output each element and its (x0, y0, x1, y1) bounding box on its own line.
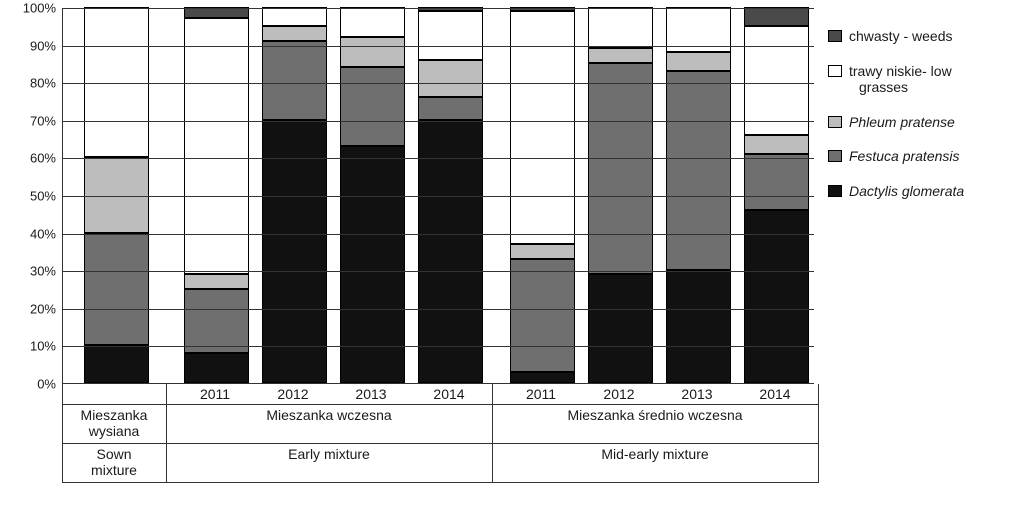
y-tick-label: 50% (30, 189, 56, 204)
legend-swatch (828, 185, 842, 197)
x-tick-year: 2013 (338, 386, 404, 402)
bar-segment-lowgrass (588, 7, 653, 48)
legend-label: chwasty - weeds (849, 28, 952, 45)
bar-segment-festuca (84, 233, 149, 346)
group-label: Mieszankawysiana (62, 407, 166, 439)
legend: chwasty - weeds trawy niskie- lowgrasses P… (814, 8, 1014, 384)
bar-segment-festuca (744, 154, 809, 210)
bar-segment-dactylis (84, 345, 149, 383)
legend-swatch (828, 30, 842, 42)
x-tick-year: 2012 (586, 386, 652, 402)
x-tick-year: 2011 (182, 386, 248, 402)
plot-area (62, 8, 814, 384)
y-tick-label: 40% (30, 226, 56, 241)
bar-segment-lowgrass (184, 18, 249, 274)
group-divider (166, 384, 167, 483)
bar-segment-festuca (184, 289, 249, 353)
bar-segment-festuca (340, 67, 405, 146)
legend-item-festuca: Festuca pratensis (828, 148, 1014, 165)
group-label: Mieszanka wczesna (166, 407, 492, 423)
x-axis-groups-en: SownmixtureEarly mixtureMid-early mixtur… (62, 444, 818, 482)
bar-segment-festuca (418, 97, 483, 120)
gridline (63, 121, 814, 122)
bar-segment-festuca (588, 63, 653, 274)
bar-segment-phleum (418, 60, 483, 98)
legend-item-phleum: Phleum pratense (828, 114, 1014, 131)
bar-segment-lowgrass (744, 26, 809, 135)
group-divider-line (62, 482, 818, 483)
bar-segment-phleum (666, 52, 731, 71)
gridline (63, 346, 814, 347)
legend-label: Dactylis glomerata (849, 183, 964, 200)
x-tick-year: 2014 (416, 386, 482, 402)
x-axis-groups-pl: MieszankawysianaMieszanka wczesnaMieszan… (62, 405, 818, 443)
gridline (63, 196, 814, 197)
y-tick-label: 0% (37, 377, 56, 392)
group-label: Early mixture (166, 446, 492, 462)
gridline (63, 46, 814, 47)
x-axis-years: 2011 2012 2013 2014 2011 2012 2013 2014 (62, 384, 818, 404)
legend-swatch (828, 150, 842, 162)
group-divider (492, 384, 493, 483)
bar-segment-lowgrass (418, 11, 483, 60)
y-tick-label: 60% (30, 151, 56, 166)
group-divider (818, 384, 819, 483)
bar-segment-phleum (510, 244, 575, 259)
legend-label: Festuca pratensis (849, 148, 960, 165)
y-tick-label: 20% (30, 301, 56, 316)
legend-swatch (828, 65, 842, 77)
bar-segment-phleum (744, 135, 809, 154)
gridline (63, 234, 814, 235)
x-axis: 2011 2012 2013 2014 2011 2012 2013 2014 Mieszan… (62, 384, 818, 483)
bar-segment-dactylis (510, 372, 575, 383)
y-axis: 0%10%20%30%40%50%60%70%80%90%100% (10, 8, 62, 384)
y-tick-label: 30% (30, 264, 56, 279)
stacked-bar-chart: 0%10%20%30%40%50%60%70%80%90%100% chwast… (10, 8, 1014, 384)
bar-segment-phleum (262, 26, 327, 41)
bar-segment-dactylis (588, 274, 653, 383)
bar-segment-lowgrass (340, 7, 405, 37)
gridline (63, 309, 814, 310)
bar-segment-festuca (666, 71, 731, 270)
bar-segment-phleum (340, 37, 405, 67)
bar-segment-festuca (262, 41, 327, 120)
legend-label: trawy niskie- lowgrasses (849, 63, 952, 96)
y-tick-label: 10% (30, 339, 56, 354)
bar-segment-dactylis (340, 146, 405, 383)
legend-item-dactylis: Dactylis glomerata (828, 183, 1014, 200)
legend-item-weeds: chwasty - weeds (828, 28, 1014, 45)
group-label: Mid-early mixture (492, 446, 818, 462)
bar-segment-phleum (184, 274, 249, 289)
x-tick-year: 2012 (260, 386, 326, 402)
x-tick-year: 2013 (664, 386, 730, 402)
bar-segment-phleum (588, 48, 653, 63)
bar-segment-festuca (510, 259, 575, 372)
bar-segment-dactylis (744, 210, 809, 383)
group-divider (62, 384, 63, 483)
gridline (63, 8, 814, 9)
gridline (63, 271, 814, 272)
bar-segment-lowgrass (262, 7, 327, 26)
legend-swatch (828, 116, 842, 128)
group-label: Mieszanka średnio wczesna (492, 407, 818, 423)
y-tick-label: 70% (30, 113, 56, 128)
gridline (63, 158, 814, 159)
y-tick-label: 90% (30, 38, 56, 53)
bar-segment-weeds (744, 7, 809, 26)
legend-label: Phleum pratense (849, 114, 955, 131)
bar-segment-dactylis (184, 353, 249, 383)
x-tick-year: 2014 (742, 386, 808, 402)
gridline (63, 83, 814, 84)
y-tick-label: 80% (30, 76, 56, 91)
y-tick-label: 100% (23, 1, 56, 16)
bar-segment-dactylis (666, 270, 731, 383)
legend-item-lowgrass: trawy niskie- lowgrasses (828, 63, 1014, 96)
x-tick-year: 2011 (508, 386, 574, 402)
group-label: Sownmixture (62, 446, 166, 478)
